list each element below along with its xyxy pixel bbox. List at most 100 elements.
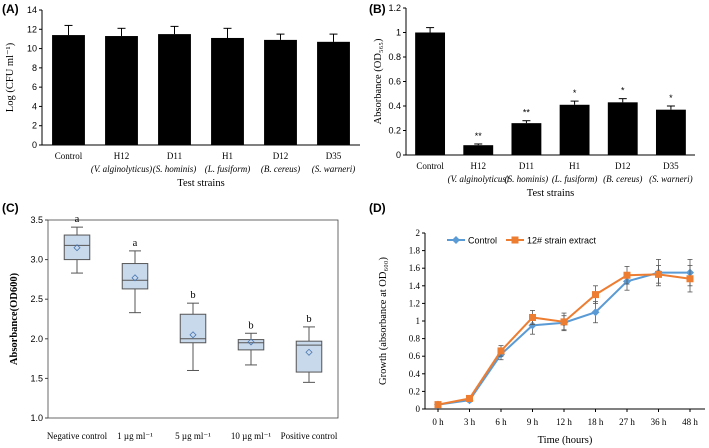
x-species-label: (B. cereus) (603, 174, 642, 184)
y-tick-label: 2.0 (30, 334, 43, 344)
plot-frame (47, 219, 339, 419)
panel-d-letter: (D) (369, 201, 386, 215)
bar (607, 102, 638, 155)
x-category-label: D11 (519, 161, 534, 171)
significance-mark: ** (523, 108, 531, 118)
bar (211, 37, 244, 145)
y-tick-label: 0.8 (388, 52, 401, 62)
x-category-label: Control (55, 151, 83, 161)
x-category-label: D11 (167, 151, 182, 161)
legend-swatch-marker (452, 236, 460, 244)
x-tick-label: 9 h (527, 417, 539, 427)
significance-mark: * (669, 93, 673, 103)
y-tick-label: 14 (27, 5, 37, 15)
x-tick-label: 27 h (619, 417, 635, 427)
box (63, 234, 91, 261)
data-point (592, 291, 599, 299)
panel-c: 1.0 1.5 2.0 2.5 3.0 3.5 a Negative control a 1 µg… (9, 214, 339, 441)
x-species-label: (L. fusiform) (552, 174, 598, 184)
y-tick-label: 0.6 (409, 351, 421, 361)
data-point (655, 270, 662, 278)
y-tick-label: 1.2 (409, 298, 420, 308)
x-species-label: (S. hominis) (153, 164, 197, 174)
x-tick-label: 6 h (495, 417, 507, 427)
panel-b-letter: (B) (369, 2, 386, 16)
bar (655, 109, 686, 155)
bar (463, 145, 494, 155)
y-tick-label: 3.0 (30, 255, 43, 265)
x-category-label: 10 µg ml⁻¹ (231, 431, 271, 441)
y-tick-label: 6 (32, 82, 37, 92)
x-tick-label: 3 h (464, 417, 476, 427)
bar (158, 34, 191, 145)
data-point (466, 394, 473, 402)
y-tick-label: 1.6 (409, 263, 421, 273)
group-letter: b (306, 314, 311, 325)
x-tick-label: 36 h (651, 417, 667, 427)
y-tick-label: 0.4 (409, 369, 421, 379)
significance-mark: ** (475, 131, 483, 141)
group-letter: b (248, 320, 253, 331)
mean-marker (73, 244, 81, 252)
y-tick-label: 8 (32, 63, 37, 73)
y-tick-label: 1 (416, 316, 421, 326)
y-tick-label: 2 (416, 228, 421, 238)
y-tick-label: 1.2 (388, 3, 401, 13)
y-tick-label: 10 (27, 44, 37, 54)
group-letter: a (75, 214, 80, 225)
x-species-label: (B. cereus) (261, 164, 300, 174)
x-tick-label: 0 h (432, 417, 444, 427)
x-species-label: (S. warneri) (312, 164, 356, 174)
mean-marker (189, 331, 197, 339)
x-category-label: H12 (114, 151, 130, 161)
box (121, 263, 149, 290)
x-category-label: D12 (273, 151, 289, 161)
group-letter: a (133, 238, 138, 249)
series-line (437, 273, 691, 406)
y-axis-title: Growth (absorbance at OD₆₀₀) (378, 257, 389, 385)
x-category-label: Negative control (47, 431, 108, 441)
y-tick-label: 1.0 (30, 413, 43, 423)
data-point (591, 308, 600, 317)
y-tick-label: 0.2 (409, 386, 420, 396)
x-tick-label: 18 h (588, 417, 604, 427)
legend-label: Control (468, 236, 497, 246)
x-species-label: (S. warneri) (649, 174, 693, 184)
data-point (623, 271, 631, 279)
y-tick-label: 0.4 (388, 101, 401, 111)
data-point (528, 321, 537, 330)
y-axis-title: Absorbance (OD₅₆₅) (373, 38, 384, 124)
y-tick-label: 2.5 (30, 294, 43, 304)
y-tick-label: 0.8 (409, 334, 421, 344)
box (295, 340, 323, 373)
legend-swatch-marker (511, 236, 519, 244)
panel-c-letter: (C) (2, 201, 19, 215)
x-category-label: Positive control (281, 431, 338, 441)
x-category-label: D35 (326, 151, 342, 161)
x-axis-title: Time (hours) (538, 435, 593, 446)
y-axis-title: Absorbance(OD600) (9, 272, 20, 365)
significance-mark: * (621, 86, 625, 96)
data-point (529, 313, 536, 321)
x-species-label: (V. alginolyticus) (91, 164, 152, 174)
mean-marker (131, 274, 139, 282)
x-axis-title: Test strains (527, 188, 574, 199)
group-letter: b (190, 290, 195, 301)
data-point (434, 401, 442, 409)
y-tick-label: 0 (416, 404, 421, 414)
y-tick-label: 12 (27, 24, 37, 34)
y-tick-label: 1 (396, 28, 401, 38)
x-category-label: Control (416, 161, 444, 171)
y-tick-label: 4 (32, 101, 37, 111)
y-tick-label: 3.5 (30, 215, 43, 225)
y-tick-label: 0 (396, 150, 401, 160)
y-tick-label: 0.2 (388, 126, 401, 136)
y-tick-label: 1.5 (30, 373, 43, 383)
y-axis-title: Log (CFU ml⁻¹) (5, 42, 16, 112)
x-axis-title: Test strains (177, 178, 224, 189)
significance-mark: * (573, 88, 577, 98)
x-category-label: H1 (222, 151, 233, 161)
y-tick-label: 1.8 (409, 246, 421, 256)
